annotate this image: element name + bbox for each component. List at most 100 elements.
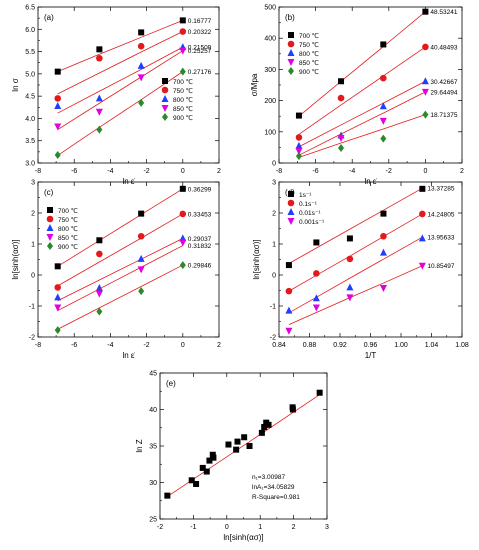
fit-line: [57, 20, 183, 72]
data-point: [380, 134, 387, 143]
x-tick-label: -2: [143, 342, 149, 349]
data-point: [96, 46, 103, 53]
data-point: [96, 307, 103, 316]
legend-label: 800 ℃: [299, 50, 319, 58]
fit-annotation: R-Square=0.981: [252, 494, 300, 501]
data-point: [137, 232, 145, 240]
y-axis-label: ln[sinh(ασ)]: [252, 239, 261, 279]
data-point: [261, 424, 268, 431]
slope-label: 0.20322: [188, 29, 212, 36]
legend-marker: [161, 86, 169, 94]
slope-label: 14.24805: [427, 211, 454, 218]
data-point: [54, 293, 62, 301]
x-tick-label: 1.04: [425, 342, 439, 349]
y-axis-label: ln Z: [135, 439, 144, 452]
fit-line: [298, 114, 426, 158]
y-tick-label: -1: [270, 304, 276, 311]
legend-label: 1s⁻¹: [299, 192, 312, 199]
data-point: [422, 8, 429, 15]
data-point: [418, 262, 426, 270]
x-tick-label: 0.84: [272, 342, 286, 349]
data-point: [138, 210, 145, 217]
legend-label: 0.1s⁻¹: [299, 201, 318, 208]
slope-label: 29.64494: [430, 89, 457, 96]
chart-panel-b: -8 -6 -4 -2 0 2 0 100 200 300 400 500 ln ε̇ σ/Mpa (b) 4…: [250, 5, 464, 187]
data-point: [138, 98, 145, 107]
data-point: [179, 47, 187, 55]
data-point: [179, 67, 186, 76]
x-tick-label: -8: [276, 168, 282, 175]
data-point: [313, 270, 320, 277]
legend-marker: [287, 208, 295, 215]
data-point: [137, 42, 145, 50]
data-point: [258, 429, 265, 436]
plot-frame: [37, 181, 220, 338]
data-point: [188, 477, 195, 484]
y-tick-label: 400: [264, 36, 276, 43]
x-tick-label: -2: [157, 524, 163, 531]
data-point: [241, 434, 248, 441]
data-point: [179, 261, 186, 270]
data-point: [54, 304, 62, 312]
data-point: [422, 110, 429, 119]
slope-label: 48.53241: [430, 9, 457, 16]
x-tick-label: 2: [460, 168, 464, 175]
slope-label: 13.95633: [427, 235, 454, 242]
data-point: [379, 102, 387, 110]
data-point: [54, 95, 62, 102]
data-point: [380, 232, 387, 240]
data-point: [138, 29, 145, 36]
data-point: [95, 290, 103, 298]
legend-label: 850 ℃: [58, 234, 78, 242]
data-point: [289, 404, 296, 411]
x-tick-label: 1.08: [455, 342, 469, 349]
x-tick-label: -8: [35, 342, 41, 349]
data-point: [95, 94, 103, 102]
data-point: [338, 144, 345, 153]
fit-line: [57, 245, 183, 312]
data-point: [234, 438, 241, 445]
x-tick-label: 2: [292, 524, 296, 531]
x-tick-label: 0: [423, 168, 427, 175]
chart-panel-e: -2 -1 0 1 2 3 25 30 35 40 45 ln[sinh(ασ)] ln Z (e) n₁=…: [135, 371, 329, 543]
y-tick-label: 3.5: [25, 138, 35, 145]
y-tick-label: 500: [264, 5, 276, 12]
data-point: [206, 457, 213, 464]
x-tick-label: 0.96: [364, 342, 378, 349]
legend-label: 700 ℃: [299, 32, 319, 40]
data-point: [379, 117, 387, 125]
data-point: [137, 266, 145, 274]
x-tick-label: -2: [386, 168, 392, 175]
legend-label: 700 ℃: [58, 207, 78, 215]
data-point: [295, 148, 303, 156]
y-tick-label: 40: [149, 407, 157, 414]
y-tick-label: -1: [29, 304, 35, 311]
legend-label: 750 ℃: [58, 216, 78, 224]
y-tick-label: 3.0: [25, 161, 35, 168]
x-axis-label: 1/T: [365, 351, 377, 360]
slope-label: 0.29846: [188, 263, 212, 270]
data-point: [179, 185, 186, 192]
x-tick-label: -6: [71, 168, 77, 175]
x-tick-label: -2: [143, 168, 149, 175]
fit-line: [57, 188, 184, 267]
data-point: [96, 54, 103, 62]
data-point: [137, 254, 145, 262]
y-tick-label: 5.0: [25, 71, 35, 78]
x-axis-label: ln ε̇: [364, 177, 377, 186]
x-tick-label: 1.00: [394, 342, 408, 349]
y-tick-label: -2: [29, 335, 35, 342]
fit-line: [288, 236, 423, 314]
data-point: [54, 150, 61, 159]
x-tick-label: -6: [71, 342, 77, 349]
slope-label: 13.37285: [427, 186, 454, 193]
y-tick-label: -2: [270, 335, 276, 342]
data-point: [346, 283, 354, 291]
slope-label: 30.42667: [430, 79, 457, 86]
slope-label: 0.33453: [188, 211, 212, 218]
legend-marker: [46, 234, 54, 241]
slope-label: 0.21509: [188, 45, 212, 52]
data-point: [337, 94, 345, 102]
legend-label: 800 ℃: [173, 96, 193, 104]
